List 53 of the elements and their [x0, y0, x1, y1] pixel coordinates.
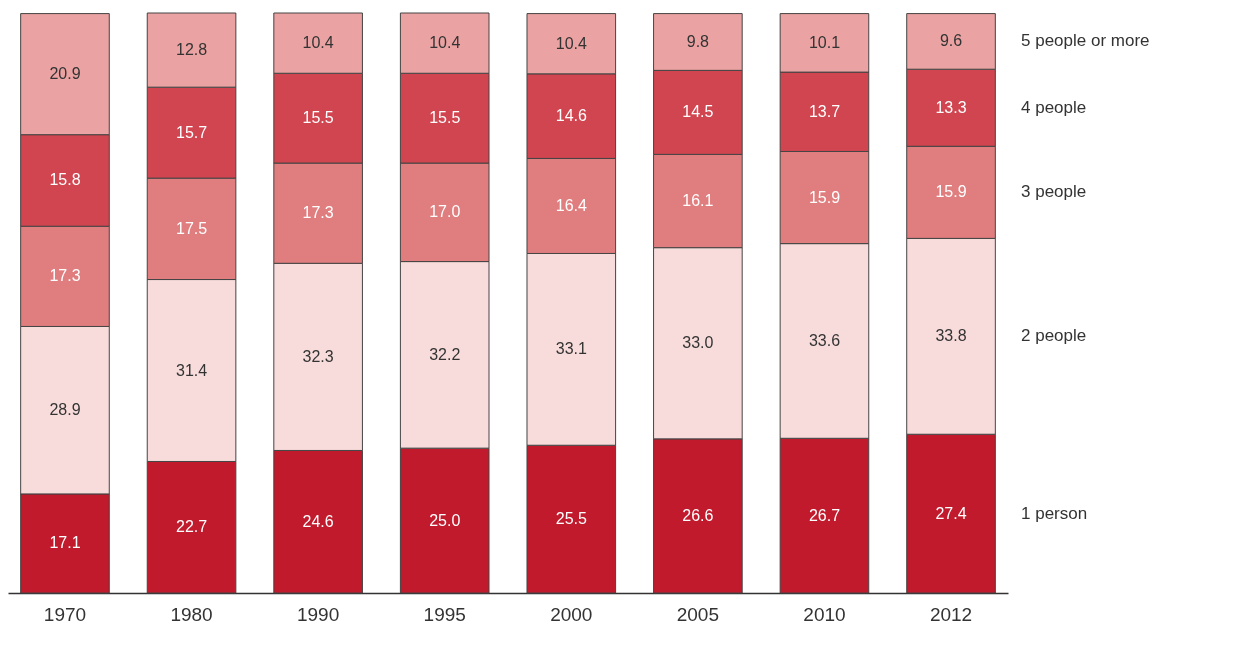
- x-tick-label: 1970: [43, 603, 87, 625]
- data-label: 33.8: [935, 327, 967, 345]
- data-label: 14.5: [682, 103, 714, 121]
- data-label: 25.0: [429, 511, 461, 529]
- x-tick-label: 1980: [170, 603, 213, 625]
- data-label: 17.0: [429, 203, 461, 221]
- series-label: 4 people: [1021, 97, 1087, 117]
- data-label: 10.1: [808, 33, 841, 51]
- data-label: 26.7: [808, 506, 841, 524]
- data-label: 17.3: [302, 204, 334, 222]
- data-label: 16.4: [555, 196, 587, 214]
- data-label: 13.7: [808, 102, 841, 120]
- series-label: 5 people or more: [1021, 31, 1150, 51]
- data-label: 15.5: [429, 109, 461, 127]
- data-label: 33.0: [682, 334, 714, 352]
- data-label: 15.5: [302, 109, 334, 127]
- data-label: 33.6: [808, 331, 841, 349]
- data-label: 9.6: [939, 32, 963, 50]
- data-label: 15.8: [49, 171, 81, 189]
- data-label: 25.5: [555, 510, 587, 528]
- x-tick-label: 1990: [296, 603, 340, 625]
- data-label: 17.3: [49, 267, 81, 285]
- data-label: 32.3: [302, 347, 334, 365]
- x-tick-label: 2005: [676, 603, 720, 625]
- series-label: 1 person: [1021, 503, 1088, 523]
- data-label: 27.4: [935, 504, 967, 522]
- data-label: 16.1: [682, 192, 714, 210]
- x-tick-label: 2012: [929, 603, 973, 625]
- data-label: 28.9: [49, 401, 81, 419]
- series-label: 3 people: [1021, 182, 1087, 202]
- data-label: 22.7: [175, 518, 208, 536]
- x-tick-label: 2000: [550, 603, 593, 625]
- data-label: 9.8: [686, 32, 710, 50]
- series-label: 2 people: [1021, 326, 1087, 346]
- data-label: 10.4: [555, 34, 587, 52]
- x-tick-label: 2010: [803, 603, 846, 625]
- data-label: 33.1: [555, 340, 587, 358]
- data-label: 14.6: [555, 107, 587, 125]
- data-label: 32.2: [429, 345, 461, 363]
- data-label: 15.7: [175, 123, 208, 141]
- data-label: 15.9: [808, 188, 841, 206]
- data-label: 20.9: [49, 65, 81, 83]
- data-label: 24.6: [302, 512, 334, 530]
- data-label: 31.4: [175, 361, 208, 379]
- data-label: 12.8: [175, 41, 208, 59]
- data-label: 13.3: [935, 98, 967, 116]
- data-label: 15.9: [935, 183, 967, 201]
- x-tick-label: 1995: [423, 603, 466, 625]
- data-label: 26.6: [682, 506, 714, 524]
- data-label: 10.4: [429, 34, 461, 52]
- data-label: 17.1: [49, 534, 81, 552]
- data-label: 17.5: [175, 219, 208, 237]
- data-label: 10.4: [302, 34, 334, 52]
